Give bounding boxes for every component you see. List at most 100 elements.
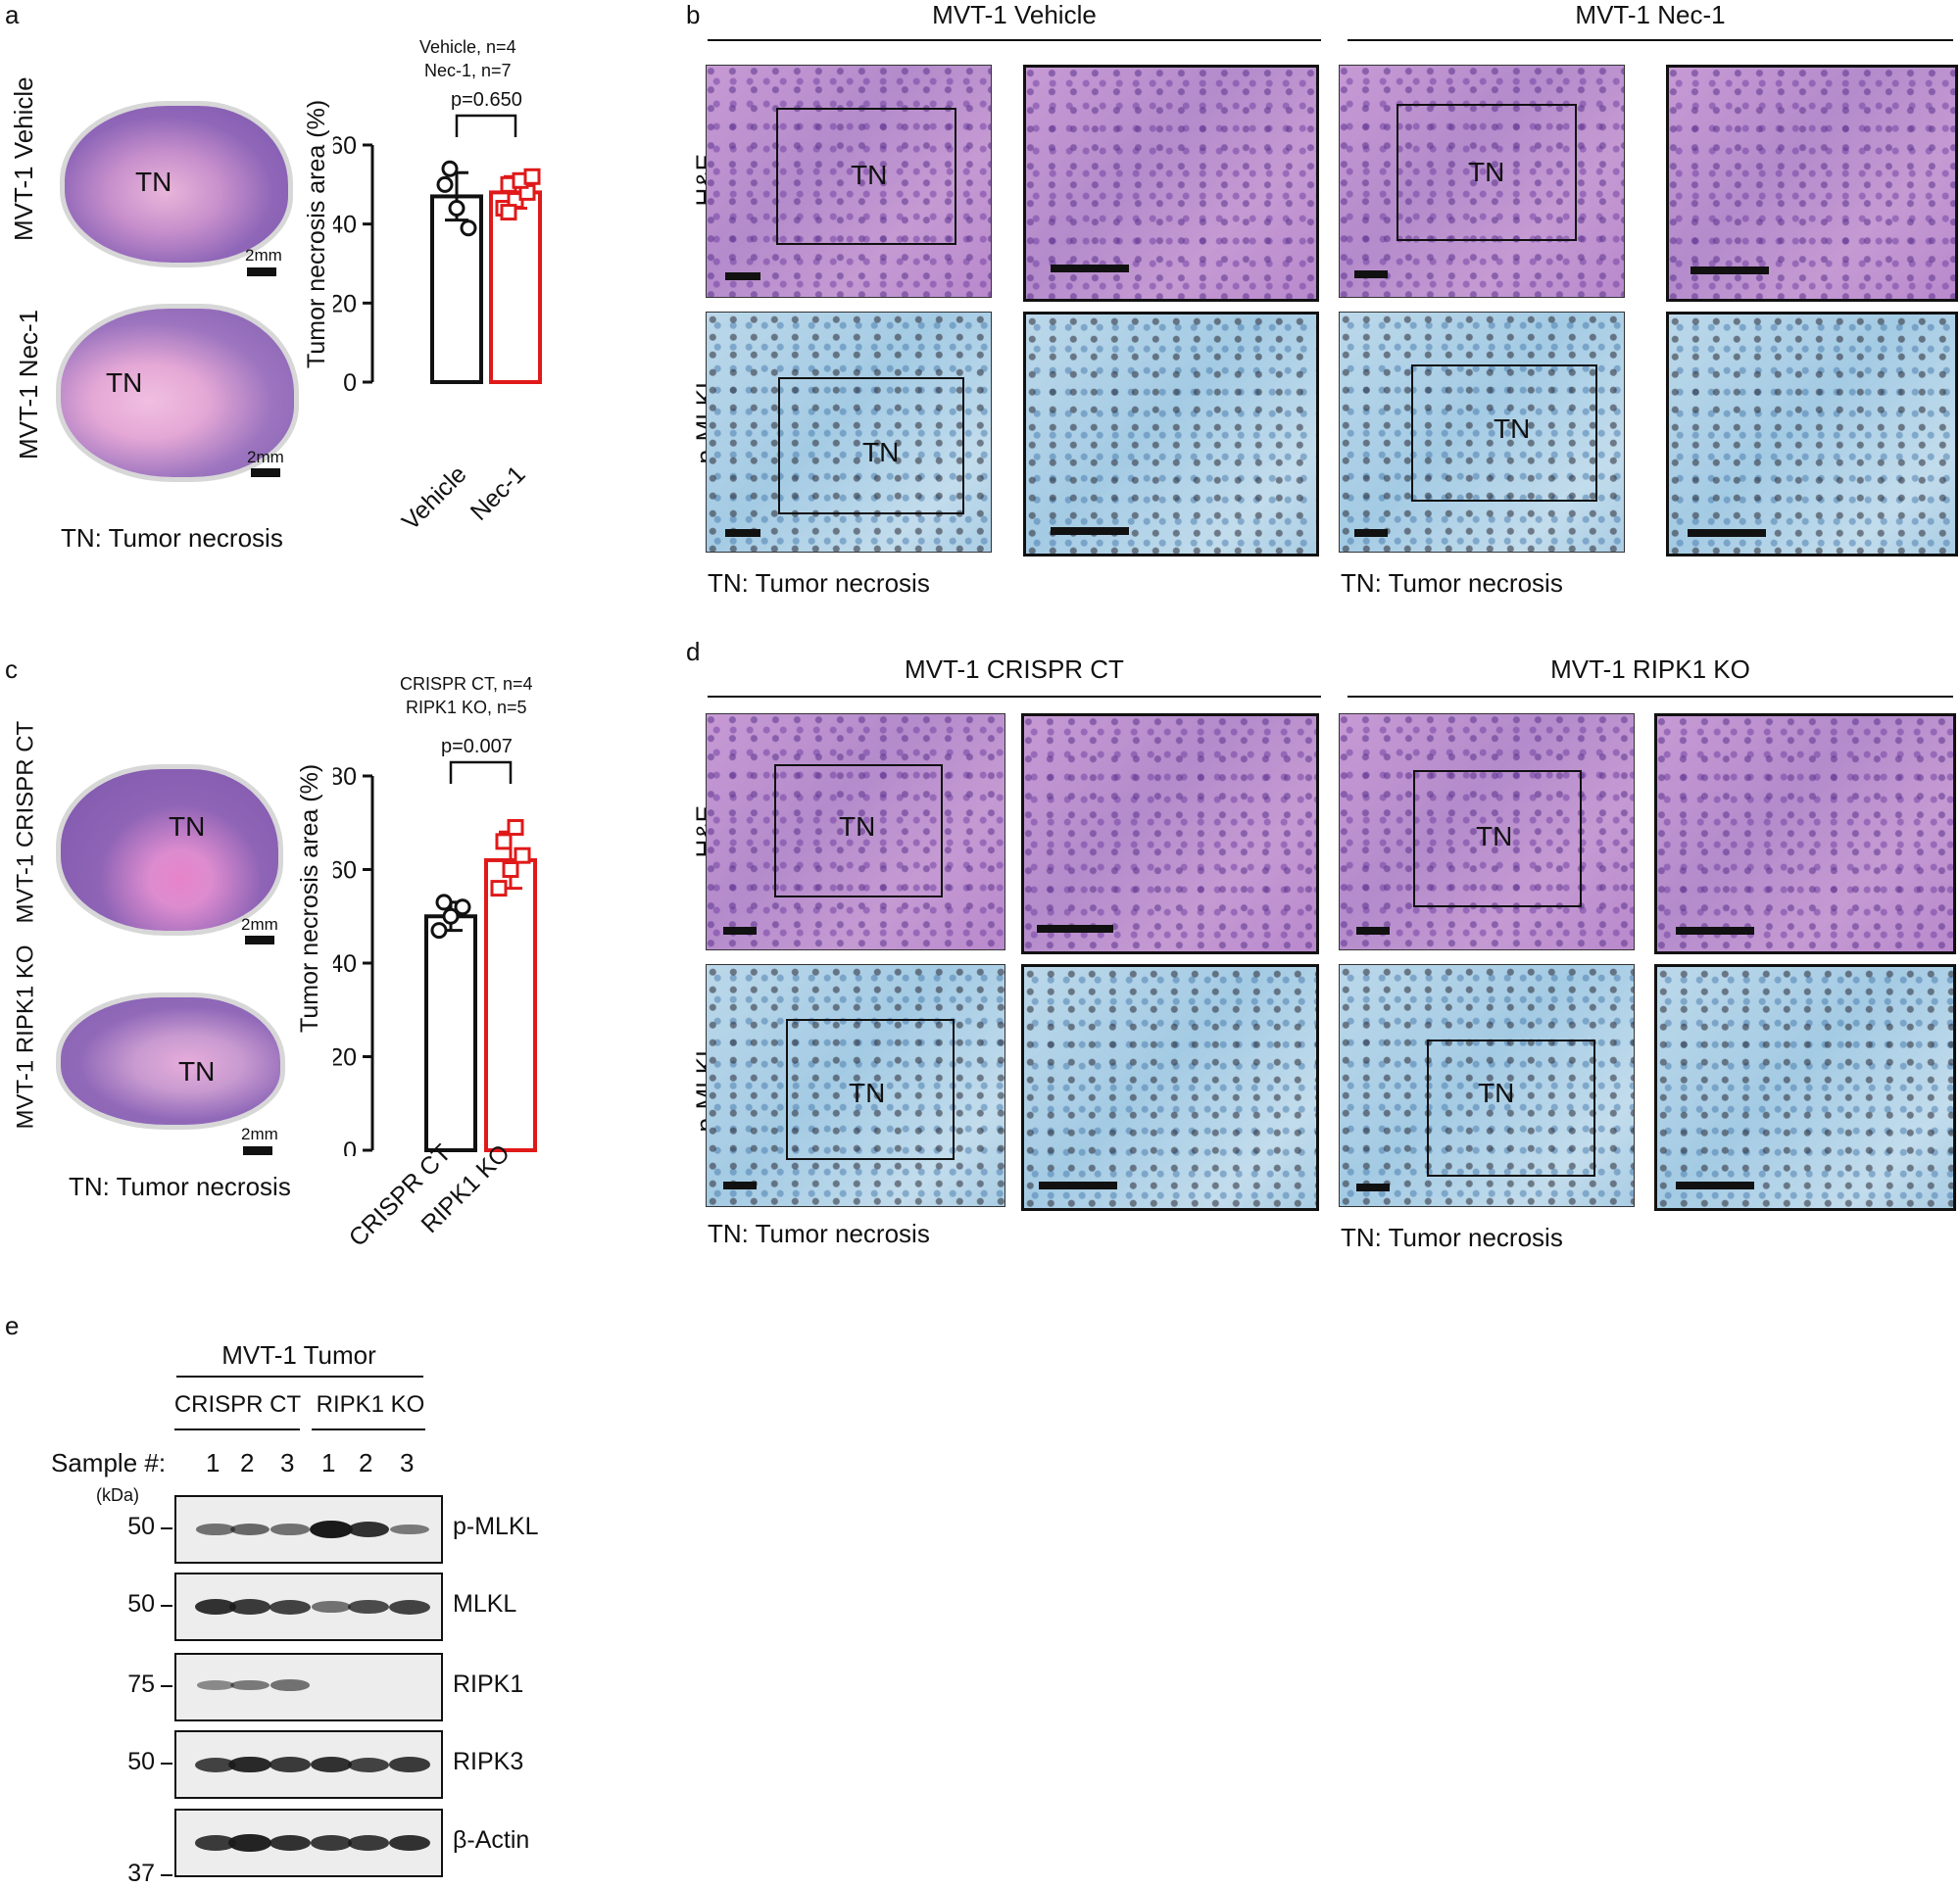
- blot-band: [196, 1524, 235, 1535]
- significance-bracket: [449, 760, 513, 784]
- tn-label: TN: [1494, 413, 1531, 444]
- panel-label-c: c: [5, 654, 18, 684]
- data-point: [490, 880, 508, 897]
- annotation-line-2: RIPK1 KO, n=5: [405, 698, 527, 717]
- annotation-line-1: CRISPR CT, n=4: [400, 674, 533, 694]
- he-zoom-ripk1: [1654, 713, 1956, 954]
- panel-label-b: b: [686, 0, 701, 29]
- ihc-zoom-vehicle: [1023, 312, 1319, 557]
- he-image-ripk1: [1339, 713, 1635, 950]
- data-point: [436, 175, 454, 193]
- he-image-vehicle: [706, 65, 992, 298]
- zoom-box: [774, 764, 943, 897]
- scale-bar: [1051, 527, 1129, 535]
- group-crispr: CRISPR CT: [173, 1391, 302, 1418]
- blot-label: p-MLKL: [453, 1513, 539, 1540]
- annotation-line-1: Vehicle, n=4: [419, 37, 516, 57]
- blot-band: [228, 1834, 271, 1852]
- bar-crispr-ct: [424, 914, 477, 1152]
- blot-band: [347, 1521, 390, 1538]
- group-line: [1348, 696, 1953, 698]
- zoom-box: [778, 377, 964, 514]
- blot-band: [347, 1835, 390, 1851]
- blot-band: [228, 1756, 271, 1773]
- he-zoom-nec1: [1666, 65, 1958, 302]
- tn-legend: TN: Tumor necrosis: [69, 1172, 291, 1201]
- data-point: [454, 898, 471, 916]
- he-zoom-vehicle: [1023, 65, 1319, 302]
- y-tick-label: 40: [333, 212, 357, 239]
- scale-bar: [1676, 927, 1754, 935]
- tn-label: TN: [169, 811, 206, 842]
- he-zoom-crispr: [1021, 713, 1319, 954]
- chart-a-plot: 0 20 40 60: [333, 114, 542, 397]
- data-point: [500, 204, 517, 221]
- blot-label: β-Actin: [453, 1826, 530, 1854]
- tn-label: TN: [849, 1078, 886, 1108]
- blot-band: [388, 1757, 431, 1772]
- tn-legend: TN: Tumor necrosis: [1341, 568, 1563, 598]
- tn-label: TN: [839, 811, 876, 842]
- p-value: p=0.650: [451, 89, 522, 111]
- tn-label: TN: [851, 160, 888, 190]
- group-title-nec1: MVT-1 Nec-1: [1575, 0, 1726, 29]
- row-label-nec1: MVT-1 Nec-1: [14, 309, 43, 460]
- ihc-image-nec1: [1339, 312, 1625, 553]
- scale-label: 2mm: [245, 246, 282, 265]
- scale-bar: [1676, 1182, 1754, 1189]
- tumor-section-ripk1: [61, 997, 280, 1125]
- sample-number: 3: [400, 1448, 415, 1477]
- data-point: [442, 907, 460, 925]
- bar-ripk1-ko: [484, 857, 537, 1152]
- zoom-box: [776, 108, 956, 245]
- blot-band: [388, 1834, 431, 1852]
- scale-label: 2mm: [247, 448, 284, 466]
- scale-label: 2mm: [241, 1125, 278, 1143]
- y-tick-label: 40: [333, 950, 357, 978]
- ihc-zoom-nec1: [1666, 312, 1958, 557]
- y-tick-label: 0: [343, 369, 357, 397]
- row-label-vehicle: MVT-1 Vehicle: [9, 76, 38, 241]
- tn-label: TN: [178, 1056, 216, 1087]
- scale-bar: [1051, 265, 1129, 272]
- blot-band: [348, 1757, 389, 1772]
- chart-c-plot: 0 20 40 60 80: [333, 760, 537, 1156]
- blot-p-mlkl: [174, 1495, 443, 1564]
- blot-band: [194, 1598, 237, 1616]
- group-line: [312, 1428, 425, 1430]
- group-line: [708, 696, 1321, 698]
- y-tick-label: 80: [333, 763, 357, 791]
- data-point: [523, 168, 541, 185]
- blot-band: [230, 1679, 270, 1691]
- data-point: [435, 894, 453, 911]
- panel-label-d: d: [686, 637, 701, 666]
- y-tick-label: 0: [343, 1138, 357, 1156]
- zoom-box: [1427, 1040, 1595, 1177]
- group-title-vehicle: MVT-1 Vehicle: [932, 0, 1097, 29]
- data-point: [460, 219, 477, 237]
- mw-tick: [161, 1874, 172, 1876]
- tn-label: TN: [106, 367, 143, 398]
- tumor-section-vehicle: [65, 106, 288, 263]
- tn-label: TN: [1476, 821, 1513, 851]
- kda-label: (kDa): [96, 1485, 139, 1505]
- blot-label: RIPK3: [453, 1748, 524, 1775]
- tn-legend: TN: Tumor necrosis: [61, 523, 283, 553]
- blot-band: [269, 1757, 312, 1772]
- data-point: [495, 833, 513, 850]
- scale-bar: [1356, 1184, 1390, 1191]
- mw-tick: [161, 1527, 172, 1529]
- panel-label-a: a: [5, 0, 20, 29]
- blot-band: [270, 1679, 310, 1691]
- blot-band: [270, 1524, 310, 1535]
- y-tick-label: 60: [333, 857, 357, 885]
- mw-tick: [161, 1763, 172, 1765]
- ihc-image-ripk1: [1339, 964, 1635, 1207]
- scale-bar: [245, 936, 274, 944]
- y-tick-label: 20: [333, 290, 357, 317]
- blot-band: [196, 1680, 235, 1690]
- tn-label: TN: [1478, 1078, 1515, 1108]
- row-label-crispr: MVT-1 CRISPR CT: [12, 720, 39, 924]
- data-point: [507, 819, 524, 837]
- tn-legend: TN: Tumor necrosis: [1341, 1223, 1563, 1252]
